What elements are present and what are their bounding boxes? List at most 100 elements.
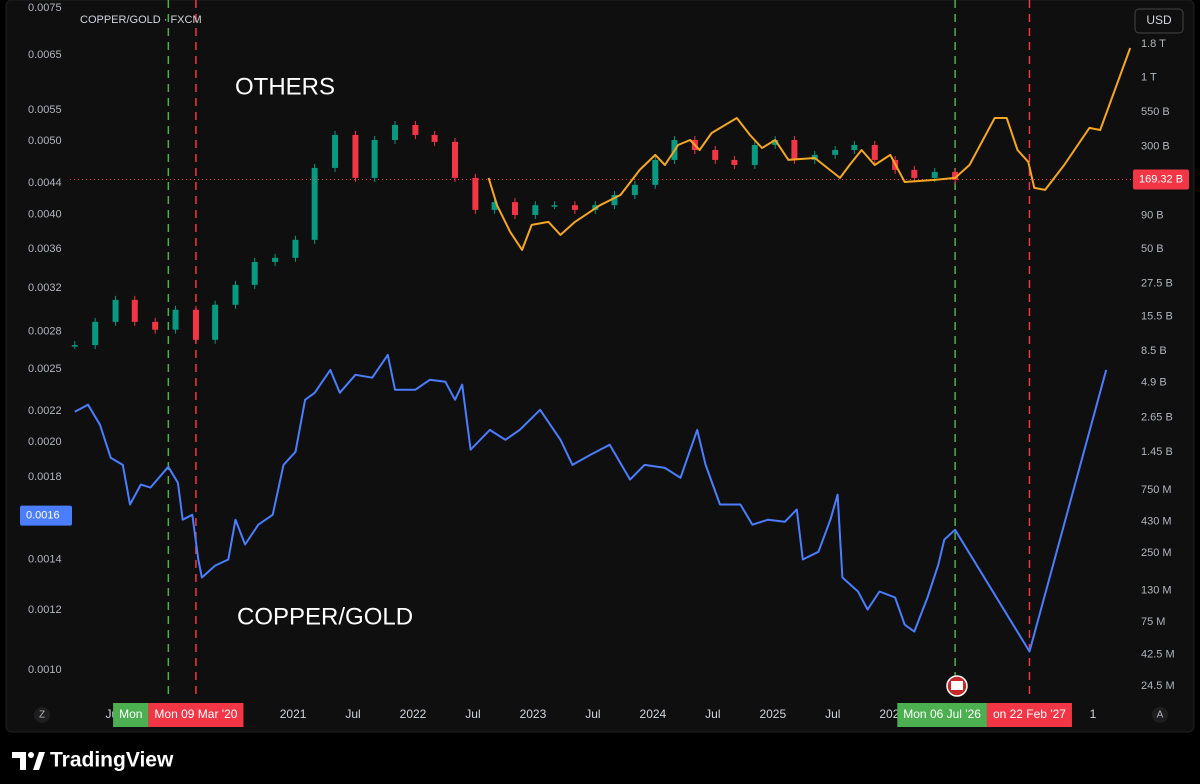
candle: [851, 144, 858, 151]
candle: [712, 150, 719, 160]
candle: [272, 257, 279, 262]
candle: [131, 299, 138, 322]
candle: [571, 205, 578, 210]
series-line: [74, 353, 1108, 653]
y2-tick-label: 15.5 B: [1141, 310, 1173, 322]
marker-date-label: on 22 Feb '27: [993, 707, 1066, 721]
auto-label[interactable]: A: [1157, 710, 1164, 721]
candle: [511, 202, 518, 216]
y2-tick-label: 2.65 B: [1141, 412, 1173, 424]
last-value-box: [1133, 169, 1189, 190]
candle: [332, 134, 339, 168]
currency-button[interactable]: [1134, 8, 1184, 34]
y2-tick-label: 4.9 B: [1141, 376, 1167, 388]
y2-tick-label: 430 M: [1141, 516, 1172, 528]
candle: [652, 159, 659, 185]
candle: [551, 205, 558, 207]
y-tick-label: 0.0040: [28, 208, 62, 220]
y-tick-label: 0.0032: [28, 282, 62, 294]
candle: [751, 144, 758, 165]
marker-date-box: [986, 703, 1072, 727]
candle: [71, 345, 78, 347]
auto-button[interactable]: [1152, 707, 1168, 723]
candle: [532, 205, 539, 216]
candle: [232, 284, 239, 305]
candle: [631, 184, 638, 196]
y2-tick-label: 300 B: [1141, 141, 1170, 153]
y2-tick-label: 42.5 M: [1141, 648, 1175, 660]
candle: [611, 195, 618, 206]
x-tick-label: Jul: [465, 707, 480, 721]
currency-label[interactable]: USD: [1146, 13, 1172, 27]
candle: [731, 159, 738, 165]
last-value-label: 0.0016: [26, 509, 60, 521]
symbol-title: COPPER/GOLD · FXCM: [80, 14, 202, 26]
last-value-box: [20, 505, 72, 526]
candle: [911, 169, 918, 178]
candle: [472, 177, 479, 210]
marker-date-box: [897, 703, 987, 727]
event-flag-icon: [951, 681, 963, 690]
candle: [832, 150, 839, 155]
y-tick-label: 0.0018: [28, 471, 62, 483]
x-tick-label: Jul: [825, 707, 840, 721]
x-tick-label: Jul: [345, 707, 360, 721]
candle: [412, 124, 419, 135]
candle: [112, 299, 119, 322]
y-tick-label: 0.0075: [28, 2, 62, 14]
candle: [491, 202, 498, 210]
y-tick-label: 0.0044: [28, 177, 62, 189]
marker-date-box: [148, 703, 244, 727]
candle: [292, 239, 299, 258]
y-tick-label: 0.0028: [28, 326, 62, 338]
chart-panel: [5, 0, 1195, 733]
candle: [192, 309, 199, 340]
y2-tick-label: 550 B: [1141, 106, 1170, 118]
y2-tick-label: 750 M: [1141, 484, 1172, 496]
candle: [952, 171, 959, 180]
x-tick-label: 2024: [640, 707, 667, 721]
y2-tick-label: 1.8 T: [1141, 38, 1166, 50]
candle: [772, 140, 779, 145]
y2-tick-label: 50 B: [1141, 243, 1164, 255]
y-tick-label: 0.0020: [28, 436, 62, 448]
candle: [931, 171, 938, 178]
plot: [70, 0, 1135, 700]
y-tick-label: 0.0050: [28, 135, 62, 147]
candle: [92, 321, 99, 346]
y-tick-label: 0.0055: [28, 104, 62, 116]
last-value-label: 169.32 B: [1139, 173, 1183, 185]
y2-tick-label: 8.5 B: [1141, 345, 1167, 357]
y2-tick-label: 250 M: [1141, 547, 1172, 559]
candle: [371, 140, 378, 178]
y-tick-label: 0.0014: [28, 553, 62, 565]
x-tick-label: 1: [1090, 707, 1097, 721]
brand-name: TradingView: [50, 749, 174, 772]
y2-tick-label: 1 T: [1141, 72, 1157, 84]
candle: [251, 261, 258, 285]
candle: [152, 321, 159, 330]
brand-logo: [12, 752, 45, 770]
x-tick-label: 2023: [520, 707, 547, 721]
candle: [431, 134, 438, 142]
candle: [352, 134, 359, 178]
marker-date-label: Mon: [119, 707, 142, 721]
zoom-button[interactable]: [34, 707, 50, 723]
annotation: COPPER/GOLD: [237, 603, 413, 630]
candle: [791, 140, 798, 160]
candle: [451, 141, 458, 178]
candle: [871, 144, 878, 160]
x-tick-label: Jul: [585, 707, 600, 721]
y2-tick-label: 75 M: [1141, 616, 1165, 628]
candle: [392, 124, 399, 141]
x-tick-label: 2022: [400, 707, 427, 721]
marker-date-box: [113, 703, 149, 727]
marker-date-label: Mon 09 Mar '20: [154, 707, 237, 721]
y2-tick-label: 1.45 B: [1141, 446, 1173, 458]
zoom-label[interactable]: Z: [39, 710, 45, 721]
y-tick-label: 0.0065: [28, 49, 62, 61]
series-line: [487, 47, 1132, 251]
y-tick-label: 0.0010: [28, 664, 62, 676]
x-tick-label: 2025: [759, 707, 786, 721]
